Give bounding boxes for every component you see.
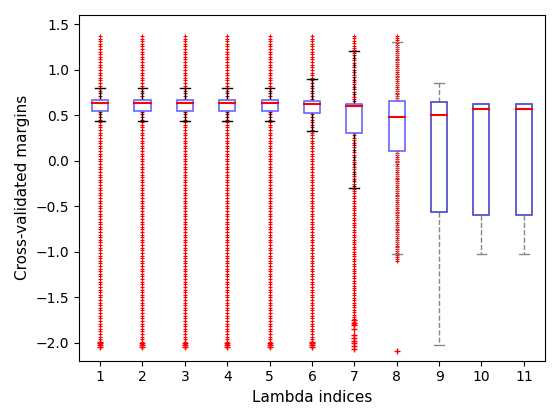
Bar [389,102,405,152]
Bar [431,102,447,213]
Bar [346,104,362,133]
Bar [473,104,489,215]
X-axis label: Lambda indices: Lambda indices [252,390,372,405]
Bar [262,100,278,110]
Bar [177,100,193,110]
Bar [219,100,235,110]
Y-axis label: Cross-validated margins: Cross-validated margins [15,95,30,281]
Bar [304,102,320,113]
Bar [92,100,108,110]
Bar [516,104,532,215]
Bar [134,100,151,110]
